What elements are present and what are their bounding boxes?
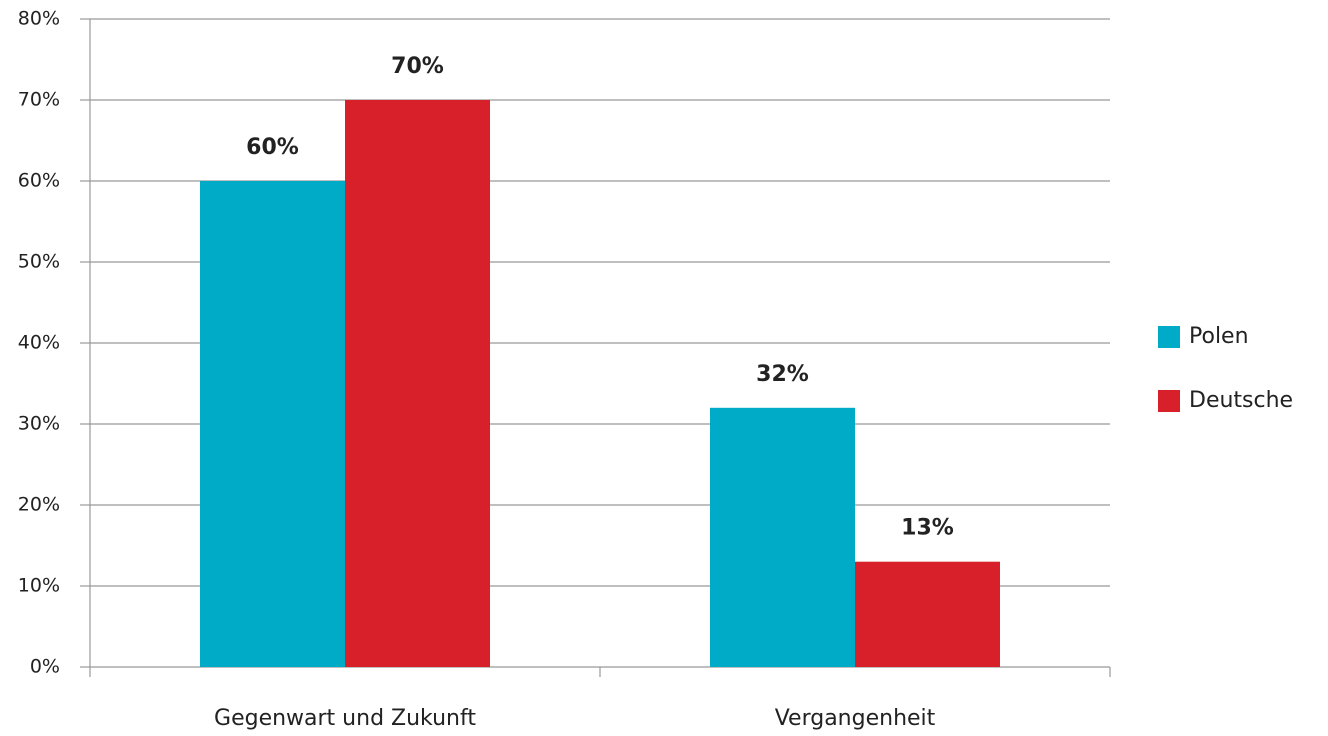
y-tick-label: 40% [18,332,60,354]
bar [345,100,490,667]
value-label: 70% [391,54,444,79]
legend-label: Polen [1189,324,1249,349]
legend-swatch [1158,326,1180,348]
bar [855,561,1000,667]
y-tick-label: 30% [18,413,60,435]
value-label: 13% [901,516,954,541]
y-tick-label: 0% [30,656,60,678]
legend-swatch [1158,390,1180,412]
y-tick-label: 80% [18,8,60,30]
y-tick-label: 50% [18,251,60,273]
bar [710,407,855,667]
value-label: 60% [246,135,299,160]
legend-label: Deutsche [1189,388,1293,413]
y-tick-label: 70% [18,89,60,111]
x-tick-label: Vergangenheit [775,706,936,731]
y-tick-label: 10% [18,575,60,597]
y-tick-label: 20% [18,494,60,516]
value-label: 32% [756,362,809,387]
y-tick-label: 60% [18,170,60,192]
x-tick-label: Gegenwart und Zukunft [214,706,476,731]
bar [200,181,345,667]
